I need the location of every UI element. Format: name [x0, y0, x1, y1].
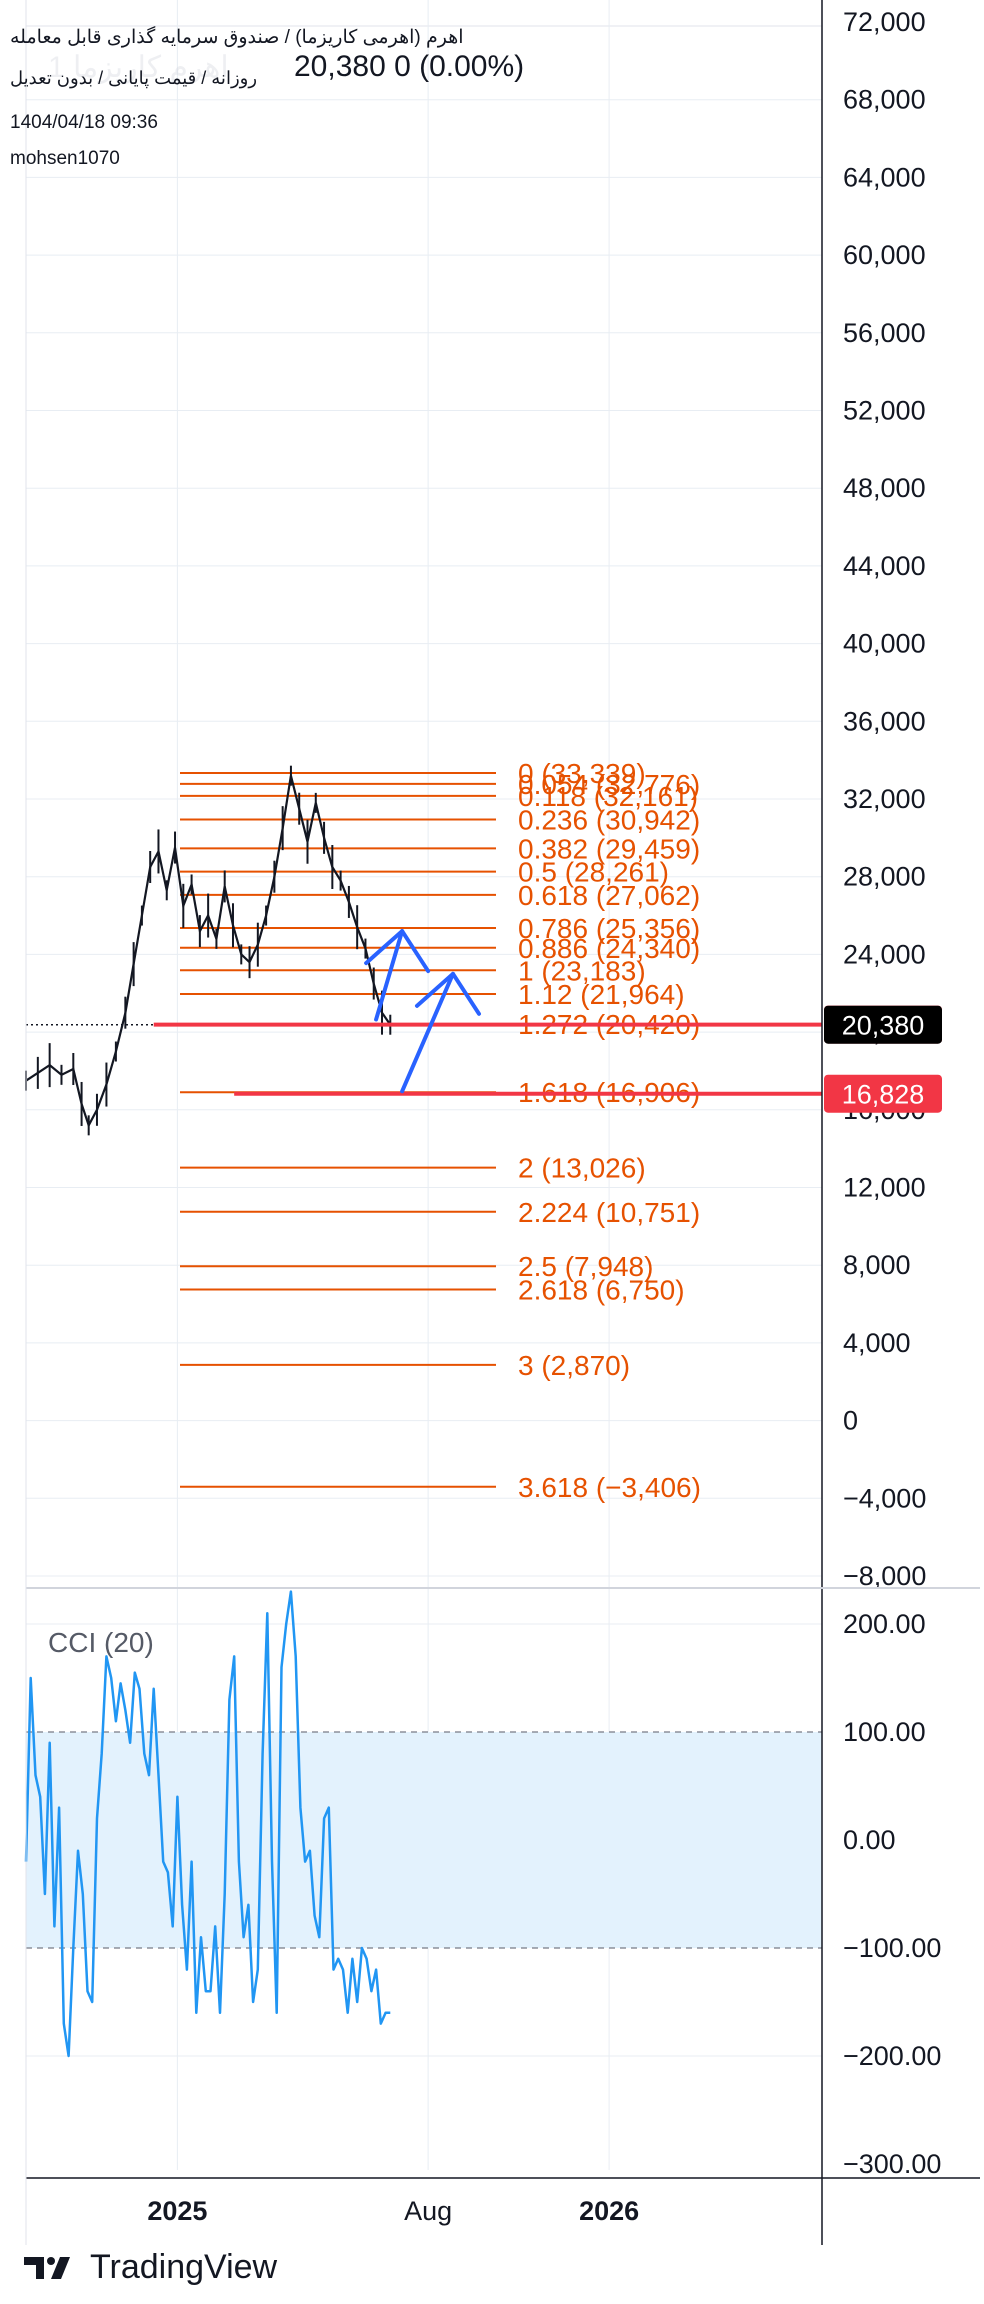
fib-level-label: 2.5 (7,948) — [518, 1251, 653, 1282]
fib-level-label: 0.5 (28,261) — [518, 857, 669, 888]
fib-level-label: 1.12 (21,964) — [518, 979, 685, 1010]
symbol-title: اهرم (اهرمی کاریزما) / صندوق سرمایه گذار… — [10, 27, 464, 48]
price-quote: 20,380 0 (0.00%) — [294, 50, 525, 83]
tradingview-logo-icon — [24, 2256, 70, 2279]
price-y-tick-label: 4,000 — [843, 1328, 911, 1358]
price-y-tick-label: 36,000 — [843, 706, 926, 736]
price-y-tick-label: 8,000 — [843, 1250, 911, 1280]
price-y-tick-label: 56,000 — [843, 318, 926, 348]
fib-level-label: 1 (23,183) — [518, 955, 646, 986]
price-y-tick-label: −4,000 — [843, 1483, 926, 1513]
price-y-tick-label: 72,000 — [843, 7, 926, 37]
fib-level-label: 3 (2,870) — [518, 1350, 630, 1381]
fib-level-label: 0.382 (29,459) — [518, 833, 700, 864]
price-label-text: 16,828 — [842, 1080, 925, 1110]
price-y-tick-label: 44,000 — [843, 551, 926, 581]
time-tick-label: Aug — [404, 2196, 452, 2226]
fib-level-label: 0.618 (27,062) — [518, 880, 700, 911]
price-y-tick-label: −8,000 — [843, 1561, 926, 1591]
price-label-badge — [824, 1074, 942, 1113]
price-y-tick-label: 12,000 — [843, 1173, 926, 1203]
cci-y-tick-label: −200.00 — [843, 2041, 941, 2071]
fib-level-label: 2.618 (6,750) — [518, 1274, 685, 1305]
price-y-tick-label: 60,000 — [843, 240, 926, 270]
price-panel[interactable]: 0 (33,339)0.054 (32,776)0.118 (32,161)0.… — [25, 758, 822, 1503]
fib-level-label: 3.618 (−3,406) — [518, 1472, 701, 1503]
fib-level-label: 2 (13,026) — [518, 1153, 646, 1184]
arrow-head[interactable] — [364, 929, 431, 974]
fib-level-label: 0 (33,339) — [518, 758, 646, 789]
arrow-shaft[interactable] — [374, 929, 405, 1022]
symbol-watermark: 1 اهرم کاریزما — [48, 51, 229, 84]
cci-title: CCI (20) — [48, 1627, 154, 1658]
fib-level-label: 0.236 (30,942) — [518, 805, 700, 836]
arrow-shaft[interactable] — [400, 971, 455, 1094]
cci-y-tick-label: −300.00 — [843, 2149, 941, 2179]
tradingview-logo[interactable]: TradingView — [24, 2248, 277, 2287]
cci-panel[interactable]: CCI (20) — [24, 1590, 822, 2058]
time-tick-label: 2026 — [579, 2196, 639, 2226]
time-tick-label: 2025 — [147, 2196, 207, 2226]
snapshot-timestamp: 1404/04/18 09:36 — [10, 112, 158, 133]
fib-level-label: 0.054 (32,776) — [518, 769, 700, 800]
fib-level-label: 0.118 (32,161) — [518, 781, 698, 812]
price-y-tick-label: 24,000 — [843, 939, 926, 969]
price-y-tick-label: 64,000 — [843, 162, 926, 192]
cci-series-line[interactable] — [24, 1590, 391, 2058]
fib-level-label: 2.224 (10,751) — [518, 1197, 700, 1228]
cci-y-tick-label: 200.00 — [843, 1609, 926, 1639]
price-y-tick-label: 40,000 — [843, 629, 926, 659]
price-y-tick-label: 0 — [843, 1406, 858, 1436]
grid — [25, 0, 823, 2170]
price-label-text: 20,380 — [842, 1011, 925, 1041]
fib-level-label: 0.786 (25,356) — [518, 913, 700, 944]
cci-y-tick-label: 100.00 — [843, 1717, 926, 1747]
price-series-line[interactable] — [25, 775, 392, 1129]
price-label-badge — [824, 1005, 942, 1044]
tradingview-logo-text: TradingView — [90, 2248, 278, 2286]
fib-level-label: 0.886 (24,340) — [518, 933, 700, 964]
price-y-tick-label: 52,000 — [843, 396, 926, 426]
price-frame — [25, 25, 823, 1577]
price-y-tick-label: 32,000 — [843, 784, 926, 814]
timeframe-subtitle: روزانه / قیمت پایانی / بدون تعدیل — [10, 68, 258, 88]
author-name: mohsen1070 — [10, 148, 120, 169]
price-y-tick-label: 28,000 — [843, 862, 926, 892]
price-y-tick-label: 48,000 — [843, 473, 926, 503]
cci-y-tick-label: −100.00 — [843, 1933, 941, 1963]
axes: 72,000 68,000 64,000 60,000 56,000 52,000 48,0… — [25, 0, 980, 2245]
cci-y-tick-label: 0.00 — [843, 1825, 896, 1855]
price-y-tick-label: 68,000 — [843, 85, 926, 115]
arrow-head[interactable] — [414, 971, 481, 1016]
